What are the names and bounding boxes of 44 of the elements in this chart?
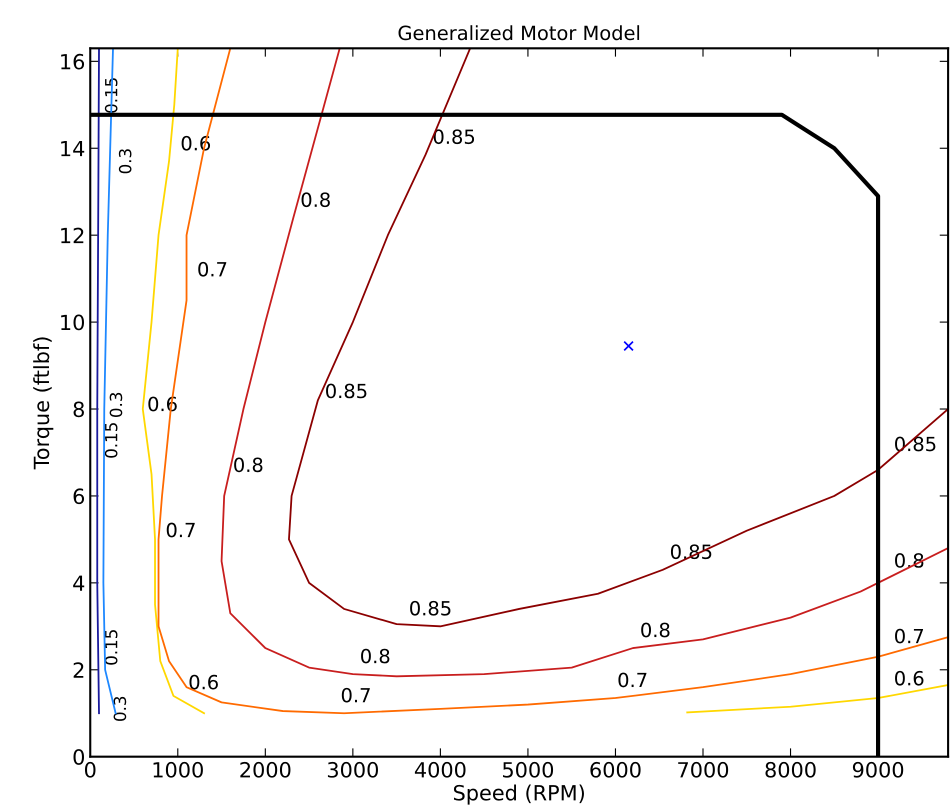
annotation: 0.85 [434,129,474,144]
annotation: 0.7 [198,262,226,277]
y-tick-label: 12 [61,228,84,244]
annotation: 0.15 [104,630,118,665]
x-tick-label: 7000 [678,762,728,778]
y-tick-label: 8 [74,401,84,418]
annotation: 0.6 [895,670,924,686]
line-series [96,48,100,714]
annotation: 0.8 [641,622,670,638]
annotation: 0.7 [895,628,924,644]
line-series [686,684,948,714]
annotation: 0.8 [302,192,330,208]
y-tick-label: 16 [61,54,84,70]
annotation: 0.7 [618,672,646,688]
y-tick-label: 0 [74,749,84,765]
x-tick-label: 0 [84,762,96,778]
x-tick-label: 3000 [328,762,378,778]
y-tick-label: 10 [61,314,84,330]
annotation: 0.7 [342,688,370,703]
x-tick-label: 1000 [154,762,203,778]
annotation: 0.6 [190,674,218,690]
y-tick-label: 6 [74,488,84,504]
x-tick-label: 4000 [414,762,466,778]
annotation: 0.3 [110,392,122,417]
annotation: 0.7 [166,522,195,538]
annotation: 0.8 [895,553,924,568]
y-tick-label: 2 [74,662,84,678]
x-tick-label: 6000 [590,762,641,778]
annotation: 0.8 [361,648,390,664]
annotation: 0.3 [114,696,126,721]
chart-title: Generalized Motor Model [398,25,640,40]
y-tick-label: 4 [73,576,84,591]
y-tick-label: 14 [61,140,84,156]
annotation: 0.85 [410,600,450,616]
annotation: 0.3 [118,149,132,174]
x-axis-title: Speed (RPM) [454,784,584,805]
y-axis-title: Torque (ftlbf) [33,337,54,470]
annotation: 0.8 [234,457,262,472]
annotation: 0.15 [104,423,118,458]
x-tick-label: 2000 [240,762,290,778]
annotation: 0.85 [326,384,366,398]
x-tick-label: 5000 [503,762,554,778]
x-tick-label: 9000 [852,762,904,778]
x-tick-label: 8000 [765,762,816,778]
